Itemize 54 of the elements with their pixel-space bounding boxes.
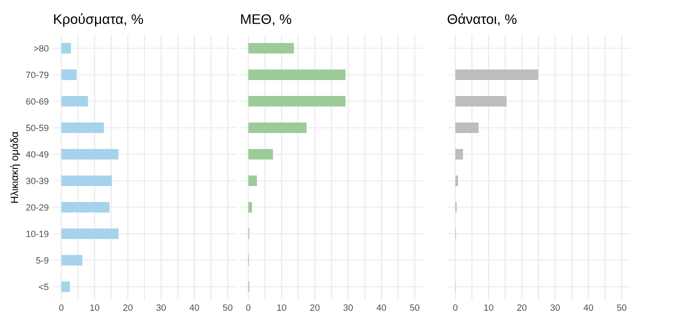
y-tick-label: 60-69 xyxy=(26,98,48,105)
bar xyxy=(248,122,307,134)
x-tick-label: 30 xyxy=(156,304,166,311)
chart-title: ΜΕΘ, % xyxy=(241,14,292,26)
bar xyxy=(455,69,538,80)
bar xyxy=(248,202,252,213)
y-axis-title: Ηλικιακή ομάδα xyxy=(10,132,20,203)
y-tick-label: 30-39 xyxy=(26,178,48,184)
x-tick-label: 30 xyxy=(343,304,353,311)
x-tick-label: 50 xyxy=(617,304,626,311)
bar xyxy=(248,148,273,160)
bar xyxy=(61,42,71,54)
x-tick-label: 0 xyxy=(453,304,458,311)
x-tick-label: 20 xyxy=(310,304,320,311)
y-tick-label: 50-59 xyxy=(26,124,48,132)
x-tick-label: 10 xyxy=(484,304,494,311)
bar xyxy=(61,228,119,240)
x-tick-label: 20 xyxy=(517,304,527,311)
bar xyxy=(248,42,294,54)
y-tick-label: 10-19 xyxy=(26,230,48,238)
y-tick-label: 70-79 xyxy=(26,72,48,78)
x-tick-label: 20 xyxy=(123,304,133,311)
x-tick-label: 40 xyxy=(584,304,594,311)
x-tick-label: 40 xyxy=(190,304,200,311)
bar xyxy=(61,69,77,80)
bar xyxy=(61,254,82,266)
x-tick-label: 30 xyxy=(550,304,560,311)
bar xyxy=(61,122,104,134)
chart-title: Κρούσματα, % xyxy=(54,13,143,27)
bar xyxy=(248,96,346,107)
bar xyxy=(61,202,110,213)
x-tick-label: 0 xyxy=(59,304,64,311)
y-tick-label: <5 xyxy=(38,284,48,290)
bar xyxy=(61,175,112,186)
bar xyxy=(248,175,257,186)
x-tick-label: 0 xyxy=(246,304,250,311)
y-tick-label: 20-29 xyxy=(26,204,48,211)
bar xyxy=(61,281,70,292)
chart-title: Θάνατοι, % xyxy=(448,13,516,26)
bar xyxy=(61,96,88,107)
bar xyxy=(61,148,119,160)
x-tick-label: 10 xyxy=(277,304,286,311)
bar xyxy=(455,96,507,107)
bar xyxy=(248,69,346,80)
y-tick-label: >80 xyxy=(34,45,48,52)
x-tick-label: 50 xyxy=(410,304,420,311)
bar xyxy=(455,175,458,186)
bar xyxy=(455,122,479,134)
y-tick-label: 40-49 xyxy=(26,151,48,158)
y-tick-label: 5-9 xyxy=(36,257,48,264)
x-tick-label: 50 xyxy=(223,304,232,311)
x-tick-label: 10 xyxy=(90,304,100,311)
x-tick-label: 40 xyxy=(376,304,386,311)
bar xyxy=(455,148,463,160)
